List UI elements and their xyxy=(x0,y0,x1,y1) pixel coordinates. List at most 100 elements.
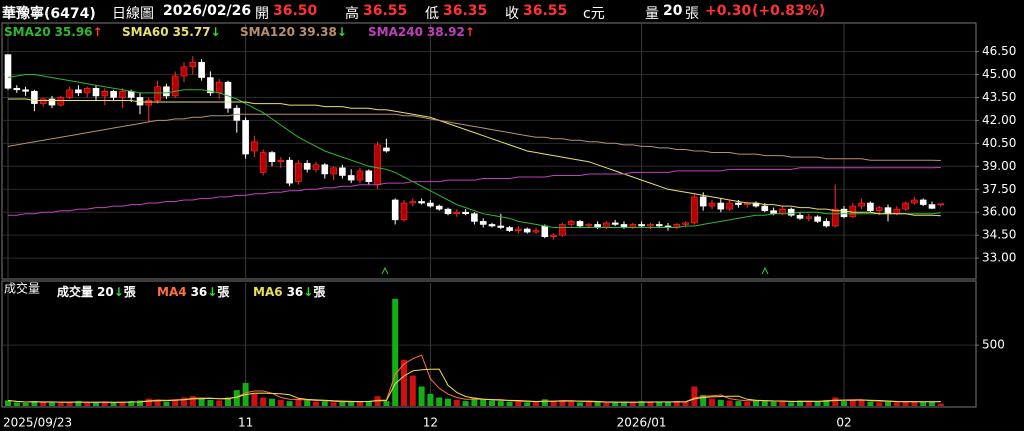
sma-line xyxy=(7,74,941,228)
price-legend: SMA20 35.96↑ SMA60 35.77↓ SMA120 39.38↓ SMA240… xyxy=(4,25,604,41)
volume-bar xyxy=(533,401,539,406)
legend-value: 35.96 xyxy=(54,25,93,39)
candle-body xyxy=(647,224,654,227)
high-value: 36.55 xyxy=(363,3,408,19)
candle-body xyxy=(39,98,47,104)
candle-body xyxy=(603,222,610,228)
candle-body xyxy=(567,221,575,225)
volume-bar xyxy=(744,401,751,406)
volume-bar xyxy=(647,402,654,406)
volume-bar xyxy=(207,399,214,406)
candle-body xyxy=(215,81,223,94)
candle-body xyxy=(101,91,109,97)
volume-bar xyxy=(330,402,337,406)
volume-bar xyxy=(181,397,187,406)
candle-body xyxy=(875,207,883,211)
volume-bar xyxy=(137,400,143,406)
y-tick-label: 500 xyxy=(982,338,1005,352)
volume-bar xyxy=(770,401,777,406)
volume-bar xyxy=(559,400,566,406)
volume-bar xyxy=(189,396,196,406)
volume-bar xyxy=(735,401,742,406)
candle-body xyxy=(682,222,689,225)
volume-bar xyxy=(427,393,434,406)
volume-bar xyxy=(145,398,152,406)
volume-bar xyxy=(365,401,372,406)
candle-body xyxy=(550,234,557,237)
stock-name: 華豫寧(6474) xyxy=(2,6,96,22)
candle-body xyxy=(787,208,795,216)
candle-body xyxy=(427,202,434,207)
volume-bar xyxy=(876,402,883,406)
legend-name: MA6 xyxy=(253,285,283,299)
volume-ma-line xyxy=(7,368,941,403)
volume-bar xyxy=(57,402,64,406)
candle-body xyxy=(13,87,21,91)
candle-body xyxy=(189,61,197,68)
candle-body xyxy=(242,120,249,155)
volume-bar xyxy=(867,401,874,406)
low-value: 36.35 xyxy=(443,3,488,19)
legend-item: SMA60 35.77↓ xyxy=(122,25,221,39)
candle-body xyxy=(356,170,364,181)
close-value: 36.55 xyxy=(523,3,568,19)
candle-body xyxy=(708,202,716,207)
legend-value: 35.77 xyxy=(172,25,211,39)
legend-arrow: ↓ xyxy=(303,285,314,299)
volume-bar xyxy=(937,403,944,406)
candle-body xyxy=(180,66,188,77)
volume-bar xyxy=(49,401,55,406)
y-tick-label: 36.00 xyxy=(982,205,1016,219)
legend-arrow: ↓ xyxy=(207,285,218,299)
candle-body xyxy=(858,202,865,207)
candle-body xyxy=(611,222,619,225)
candle-body xyxy=(259,152,267,173)
header: 華豫寧(6474) 日線圖 2026/02/26 開 36.50 高 36.55… xyxy=(0,0,1024,22)
sma-line xyxy=(8,98,941,217)
volume-bar xyxy=(515,401,522,406)
legend-item: MA6 36↓張 xyxy=(253,283,325,300)
candle-body xyxy=(497,225,505,228)
candle-body xyxy=(532,230,540,233)
candle-body xyxy=(92,87,100,97)
candle-body xyxy=(321,164,329,175)
candle-body xyxy=(585,224,593,227)
volume-bar xyxy=(198,398,205,406)
candle-body xyxy=(295,162,302,182)
legend-name: SMA20 xyxy=(4,25,51,39)
legend-arrow: ↓ xyxy=(210,25,221,39)
sma-line xyxy=(8,167,941,216)
volume-bar xyxy=(339,401,346,406)
x-tick-label: 02 xyxy=(836,416,851,430)
candle-body xyxy=(479,221,487,225)
volume-bar xyxy=(568,401,575,406)
volume-bar xyxy=(849,400,856,406)
open-value: 36.50 xyxy=(273,3,318,19)
volume-bar xyxy=(929,401,935,406)
volume-bar xyxy=(506,401,513,406)
legend-item: MA4 36↓張 xyxy=(157,283,229,300)
volume-bar xyxy=(885,401,891,406)
legend-arrow: ↓ xyxy=(336,25,347,39)
candle-body xyxy=(796,214,804,219)
candle-body xyxy=(374,144,381,185)
legend-unit: 張 xyxy=(123,285,136,299)
open-label: 開 xyxy=(255,6,269,22)
candle-body xyxy=(400,202,408,221)
candle-body xyxy=(330,167,337,175)
x-tick-label: 2026/01 xyxy=(617,416,667,430)
price-panel xyxy=(1,22,977,280)
legend-name: MA4 xyxy=(157,285,187,299)
candle-body xyxy=(937,203,945,206)
candle-body xyxy=(57,97,65,106)
candle-body xyxy=(840,208,848,218)
volume-bar xyxy=(753,399,759,406)
candle-body xyxy=(110,91,117,98)
volume-ma-line xyxy=(7,354,941,404)
legend-unit: 張 xyxy=(217,285,230,299)
y-tick-label: 33.00 xyxy=(982,251,1016,265)
volume-bar xyxy=(638,401,645,406)
volume-label: 量 xyxy=(645,6,659,22)
candle-body xyxy=(471,213,478,222)
